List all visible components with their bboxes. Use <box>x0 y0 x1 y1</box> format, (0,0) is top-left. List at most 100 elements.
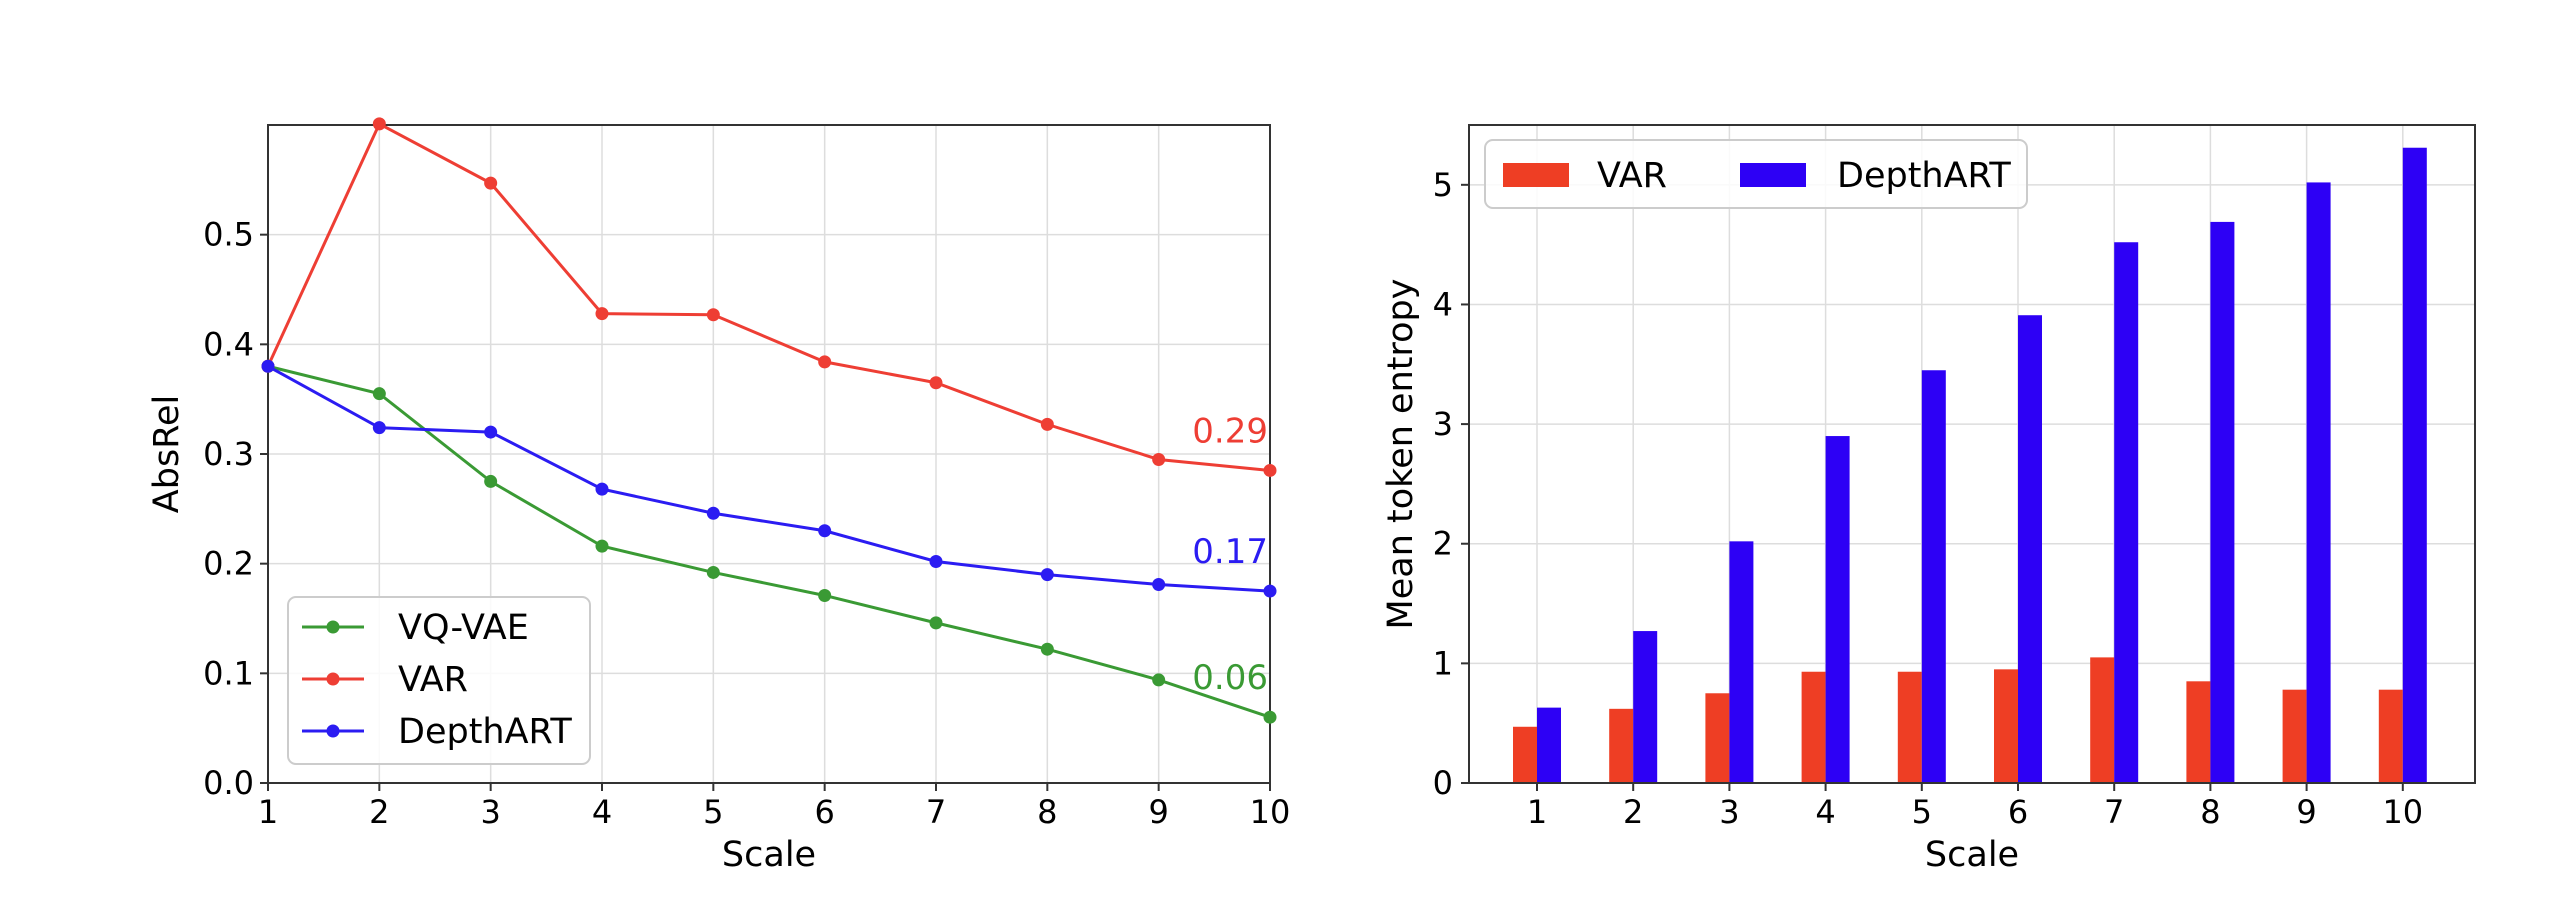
y-tick-label: 3 <box>1433 405 1453 443</box>
y-tick-label: 0.0 <box>203 764 254 802</box>
bar-var <box>2378 689 2403 783</box>
end-value-label: 0.29 <box>1192 411 1268 451</box>
bar-var <box>1513 726 1537 783</box>
legend-label: VQ-VAE <box>398 608 529 648</box>
series-point-vq-vae <box>595 539 609 553</box>
series-point-depthart <box>261 359 275 373</box>
x-axis-label: Scale <box>722 835 816 875</box>
legend-swatch-depthart <box>1740 163 1806 187</box>
legend-marker-vq-vae <box>326 620 340 634</box>
series-point-vq-vae <box>1040 642 1054 656</box>
legend-label: VAR <box>398 660 468 700</box>
entropy-bar-chart: 1 2 3 4 5 6 7 8 9 10 0 1 2 3 4 5 Scale Mean token entropy… <box>1381 124 2476 875</box>
y-tick-label: 0 <box>1433 764 1453 802</box>
bar-depthart <box>2402 147 2427 784</box>
series-point-vq-vae <box>484 474 498 488</box>
bar-depthart <box>1633 631 1658 783</box>
bar-var <box>1994 669 2018 783</box>
series-point-var <box>1152 452 1166 466</box>
x-tick-label: 4 <box>592 793 612 831</box>
series-line-depthart <box>267 364 1271 593</box>
x-tick-label: 3 <box>480 793 500 831</box>
series-point-depthart <box>1152 578 1166 592</box>
x-tick-label: 7 <box>926 793 946 831</box>
y-tick-label: 5 <box>1433 166 1453 204</box>
series-point-var <box>372 117 386 131</box>
y-tick-label: 0.5 <box>203 216 254 254</box>
bar-depthart <box>1825 436 1850 783</box>
x-tick-label: 6 <box>2008 793 2028 831</box>
series-point-var <box>1263 463 1277 477</box>
plot-frame <box>1468 124 2476 784</box>
y-tick-label: 0.2 <box>203 545 254 583</box>
x-tick-label: 6 <box>814 793 834 831</box>
legend-label: DepthART <box>398 712 572 752</box>
legend-marker-depthart <box>326 724 340 738</box>
legend-swatch-var <box>1503 163 1569 187</box>
series-point-depthart <box>372 421 386 435</box>
series-point-var <box>484 176 498 190</box>
series-point-depthart <box>484 425 498 439</box>
legend-marker-var <box>326 672 340 686</box>
series-point-depthart <box>706 506 720 520</box>
bar-var <box>1609 708 1634 783</box>
x-tick-label: 10 <box>1250 793 1291 831</box>
bar-depthart <box>2114 242 2139 783</box>
bar-depthart <box>2018 315 2042 783</box>
y-axis-label: AbsRel <box>147 395 187 513</box>
bar-depthart <box>2210 221 2235 783</box>
series-point-vq-vae <box>1152 673 1166 687</box>
x-tick-label: 10 <box>2382 793 2423 831</box>
series-point-var <box>706 308 720 322</box>
bar-depthart <box>1921 370 1946 783</box>
x-tick-label: 1 <box>1527 793 1547 831</box>
bar-depthart <box>1537 707 1561 783</box>
series-point-vq-vae <box>372 387 386 401</box>
bar-var <box>1801 671 1826 783</box>
legend-label: DepthART <box>1837 156 2011 196</box>
series-point-var <box>818 355 832 369</box>
bar-var <box>2282 689 2307 783</box>
end-value-label: 0.17 <box>1192 532 1268 572</box>
bar-var <box>2186 681 2211 783</box>
y-tick-label: 1 <box>1433 644 1453 682</box>
series-point-vq-vae <box>706 565 720 579</box>
y-tick-label: 0.4 <box>203 325 254 363</box>
bar-var <box>1897 671 1922 783</box>
bar-var <box>2090 657 2115 783</box>
y-tick-label: 2 <box>1433 525 1453 563</box>
series-line-vq-vae <box>267 364 1271 719</box>
series-point-var <box>929 376 943 390</box>
bar-depthart <box>2306 182 2331 783</box>
x-tick-label: 9 <box>1148 793 1168 831</box>
series-point-depthart <box>595 482 609 496</box>
y-tick-label: 0.1 <box>203 654 254 692</box>
y-tick-label: 0.3 <box>203 435 254 473</box>
x-tick-label: 2 <box>1623 793 1643 831</box>
x-tick-label: 8 <box>1037 793 1057 831</box>
series-point-vq-vae <box>818 588 832 602</box>
end-value-label: 0.06 <box>1192 658 1268 698</box>
x-tick-label: 1 <box>258 793 278 831</box>
series-point-depthart <box>929 554 943 568</box>
series-point-depthart <box>1040 568 1054 582</box>
x-tick-label: 9 <box>2296 793 2316 831</box>
x-tick-label: 5 <box>1912 793 1932 831</box>
y-axis-label: Mean token entropy <box>1381 279 1421 630</box>
legend-label: VAR <box>1597 156 1667 196</box>
series-point-depthart <box>1263 584 1277 598</box>
series-point-vq-vae <box>929 616 943 630</box>
series-point-var <box>595 307 609 321</box>
x-tick-label: 7 <box>2104 793 2124 831</box>
y-tick-label: 4 <box>1433 285 1453 323</box>
legend-box <box>287 596 591 765</box>
x-tick-label: 5 <box>703 793 723 831</box>
series-line-var <box>266 121 1271 472</box>
x-tick-label: 3 <box>1719 793 1739 831</box>
series-point-depthart <box>818 524 832 538</box>
x-axis-label: Scale <box>1925 835 2019 875</box>
x-tick-label: 2 <box>369 793 389 831</box>
series-point-var <box>1040 417 1054 431</box>
bar-depthart <box>1729 541 1754 783</box>
series-point-vq-vae <box>1263 710 1277 724</box>
